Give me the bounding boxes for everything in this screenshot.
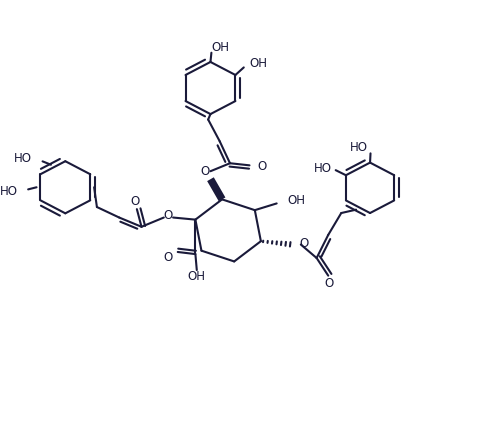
Text: OH: OH <box>249 57 267 70</box>
Text: HO: HO <box>314 162 332 176</box>
Text: O: O <box>300 237 308 250</box>
Text: HO: HO <box>14 152 32 165</box>
Text: O: O <box>325 277 334 290</box>
Text: OH: OH <box>188 270 206 283</box>
Text: O: O <box>258 160 267 173</box>
Text: O: O <box>164 209 173 222</box>
Text: O: O <box>164 251 173 264</box>
Text: O: O <box>200 165 210 178</box>
Text: OH: OH <box>212 41 230 54</box>
Text: O: O <box>130 195 139 208</box>
Text: HO: HO <box>0 184 18 198</box>
Text: OH: OH <box>287 195 306 207</box>
Text: HO: HO <box>350 141 368 154</box>
